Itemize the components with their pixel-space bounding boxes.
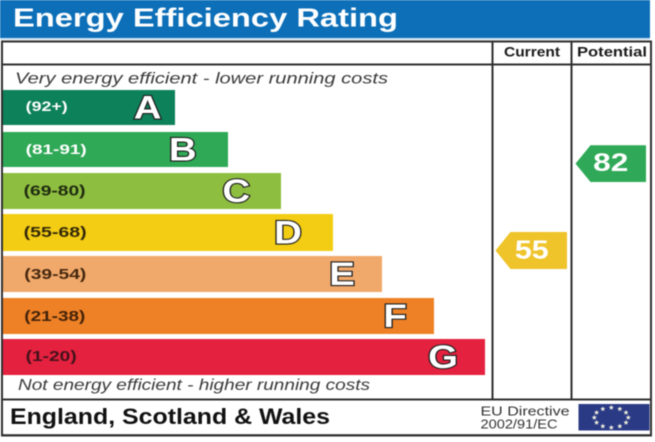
svg-text:England, Scotland & Wales: England, Scotland & Wales bbox=[10, 404, 330, 429]
svg-text:G: G bbox=[428, 340, 458, 375]
svg-text:A: A bbox=[134, 90, 162, 125]
svg-text:2002/91/EC: 2002/91/EC bbox=[481, 416, 558, 431]
svg-text:EU Directive: EU Directive bbox=[481, 403, 570, 418]
svg-text:Potential: Potential bbox=[577, 43, 647, 59]
svg-text:(21-38): (21-38) bbox=[24, 308, 85, 325]
svg-text:Not energy efficient - higher: Not energy efficient - higher running co… bbox=[18, 377, 370, 394]
svg-text:Current: Current bbox=[504, 43, 560, 59]
svg-text:Very energy efficient - lower: Very energy efficient - lower running co… bbox=[15, 70, 388, 87]
svg-text:(69-80): (69-80) bbox=[24, 183, 86, 200]
svg-text:Energy Efficiency Rating: Energy Efficiency Rating bbox=[13, 3, 398, 33]
svg-text:F: F bbox=[383, 299, 406, 334]
svg-text:D: D bbox=[274, 215, 302, 250]
svg-text:(39-54): (39-54) bbox=[24, 266, 86, 283]
svg-text:E: E bbox=[329, 257, 355, 292]
svg-text:(55-68): (55-68) bbox=[24, 224, 87, 241]
svg-text:C: C bbox=[222, 174, 250, 209]
svg-text:(81-91): (81-91) bbox=[26, 141, 87, 157]
svg-text:(1-20): (1-20) bbox=[26, 348, 77, 365]
svg-text:82: 82 bbox=[593, 149, 628, 177]
svg-text:55: 55 bbox=[515, 235, 549, 265]
svg-text:B: B bbox=[169, 132, 197, 167]
svg-text:(92+): (92+) bbox=[26, 98, 68, 114]
